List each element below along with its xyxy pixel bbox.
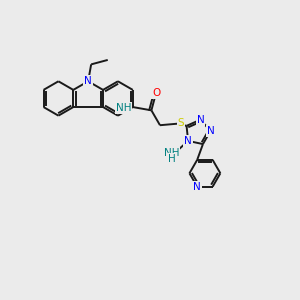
Text: N: N [207, 126, 214, 136]
Text: O: O [152, 88, 160, 98]
Text: NH: NH [164, 148, 179, 158]
Text: N: N [84, 76, 92, 86]
Text: H: H [168, 154, 176, 164]
Text: S: S [178, 118, 184, 128]
Text: NH: NH [116, 103, 131, 113]
Text: N: N [196, 115, 204, 125]
Text: N: N [184, 136, 192, 146]
Text: N: N [193, 182, 201, 192]
